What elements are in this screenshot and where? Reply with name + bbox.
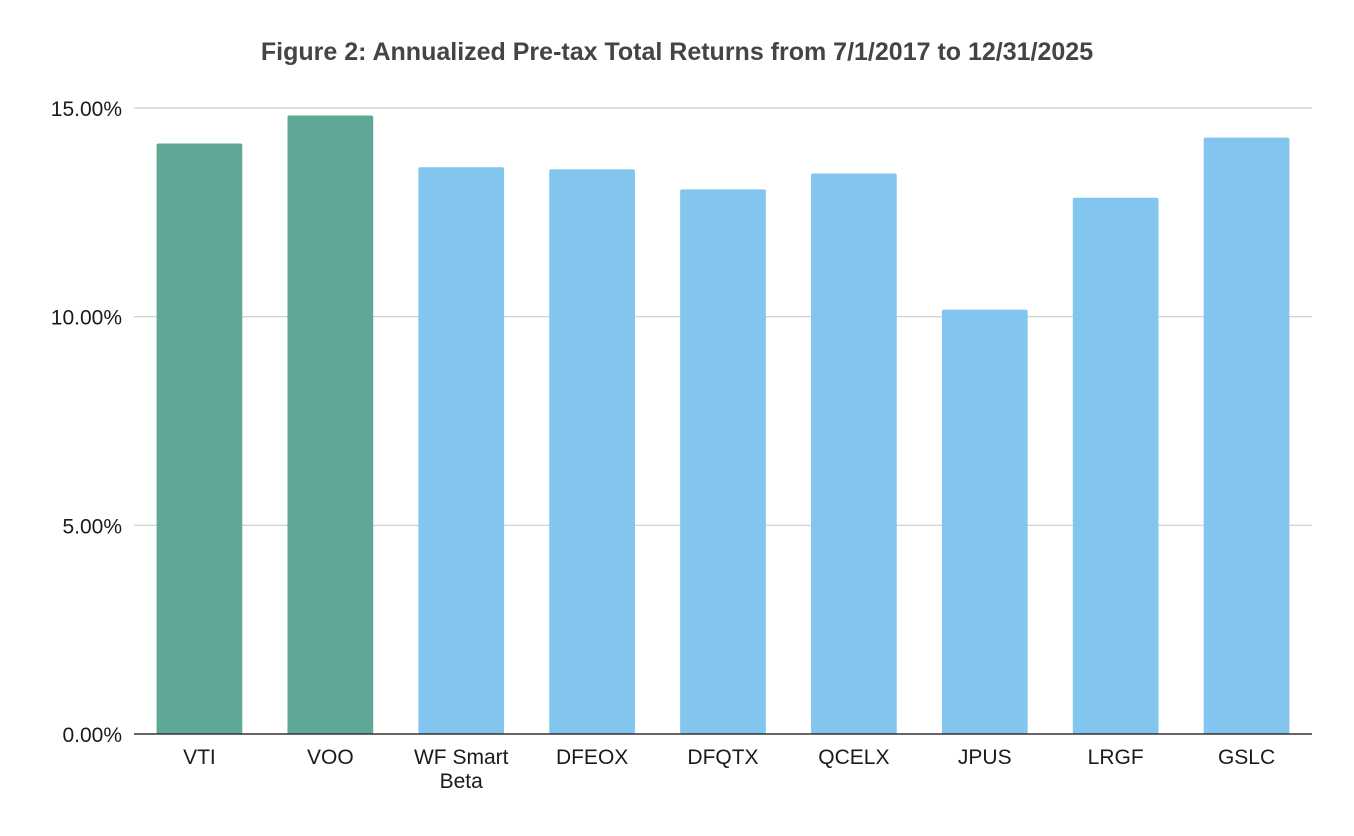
y-tick-label: 15.00% [51,98,122,121]
bar [941,309,1028,734]
x-tick-label: VTI [183,746,216,769]
bar [418,167,505,734]
bar [811,173,897,734]
x-tick-label: GSLC [1218,746,1275,769]
x-tick-label: VOO [307,746,354,769]
bar [156,143,243,734]
y-tick-label: 10.00% [51,307,122,330]
chart-title: Figure 2: Annualized Pre-tax Total Retur… [260,38,1094,66]
bar [1072,197,1159,734]
bar [680,189,766,734]
bar [1203,137,1290,734]
x-tick-label: DFEOX [556,746,628,769]
x-tick-label: QCELX [818,746,889,769]
y-tick-label: 5.00% [62,515,122,538]
x-tick-label: LRGF [1088,746,1144,769]
y-tick-label: 0.00% [62,724,122,747]
bar [549,169,635,734]
x-tick-label: WF Smart Beta [414,746,509,793]
x-tick-label: JPUS [958,746,1012,769]
x-tick-label: DFQTX [687,746,758,769]
bar [287,115,374,734]
